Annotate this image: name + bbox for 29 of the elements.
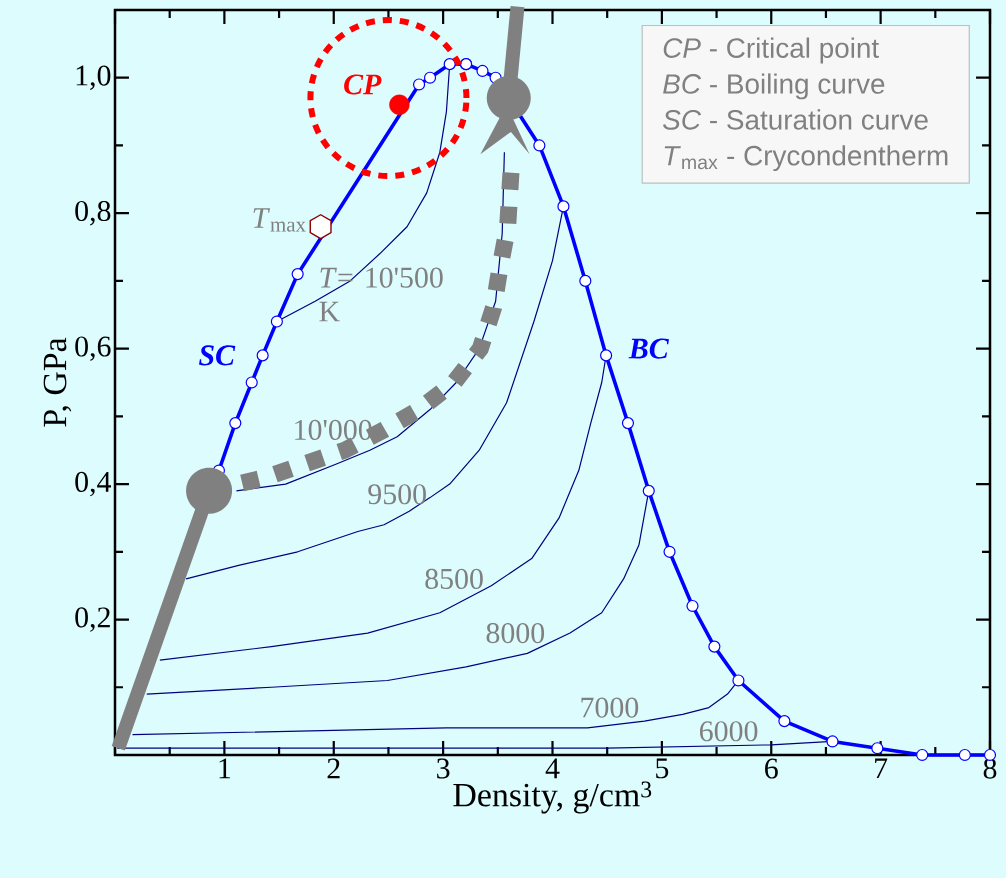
x-tick-label: 3 [437,758,450,779]
x-axis-title: Density, g/cm$^{3}$ [453,781,652,814]
x-tick-label: 7 [875,758,888,779]
y-tick-label: 0,2 [75,607,110,632]
series-label: T= 10'500 K [319,267,443,322]
y-tick-label: 1,0 [76,65,111,90]
annotation: BC - Boiling curve [663,73,885,100]
series-label: BC [628,338,669,359]
series-label: 9500 [368,484,426,505]
annotation: T$_{max}$ - Crycondentherm [664,145,948,172]
x-tick-label: 2 [327,758,340,779]
x-tick-label: 5 [656,758,669,779]
annotation: CP - Critical point [663,37,879,64]
x-tick-label: 6 [765,758,778,779]
series-label: 7000 [581,697,639,718]
series-label: T$_{max}$ [253,208,306,232]
series-label: 10'000 [295,419,372,440]
series-label: SC [198,345,236,366]
y-tick-label: 0,4 [75,471,112,497]
annotation: SC - Saturation curve [663,109,928,130]
x-tick-label: 1 [219,758,231,779]
series-label: 8500 [425,568,483,589]
y-tick-label: 0,8 [75,200,111,226]
x-tick-label: 4 [545,758,560,779]
y-tick-label: 0,6 [75,336,111,361]
series-label: CP [344,74,382,95]
y-axis-title: P, GPa [43,337,72,427]
series-label: 6000 [699,721,758,742]
series-label: 8000 [486,623,545,644]
